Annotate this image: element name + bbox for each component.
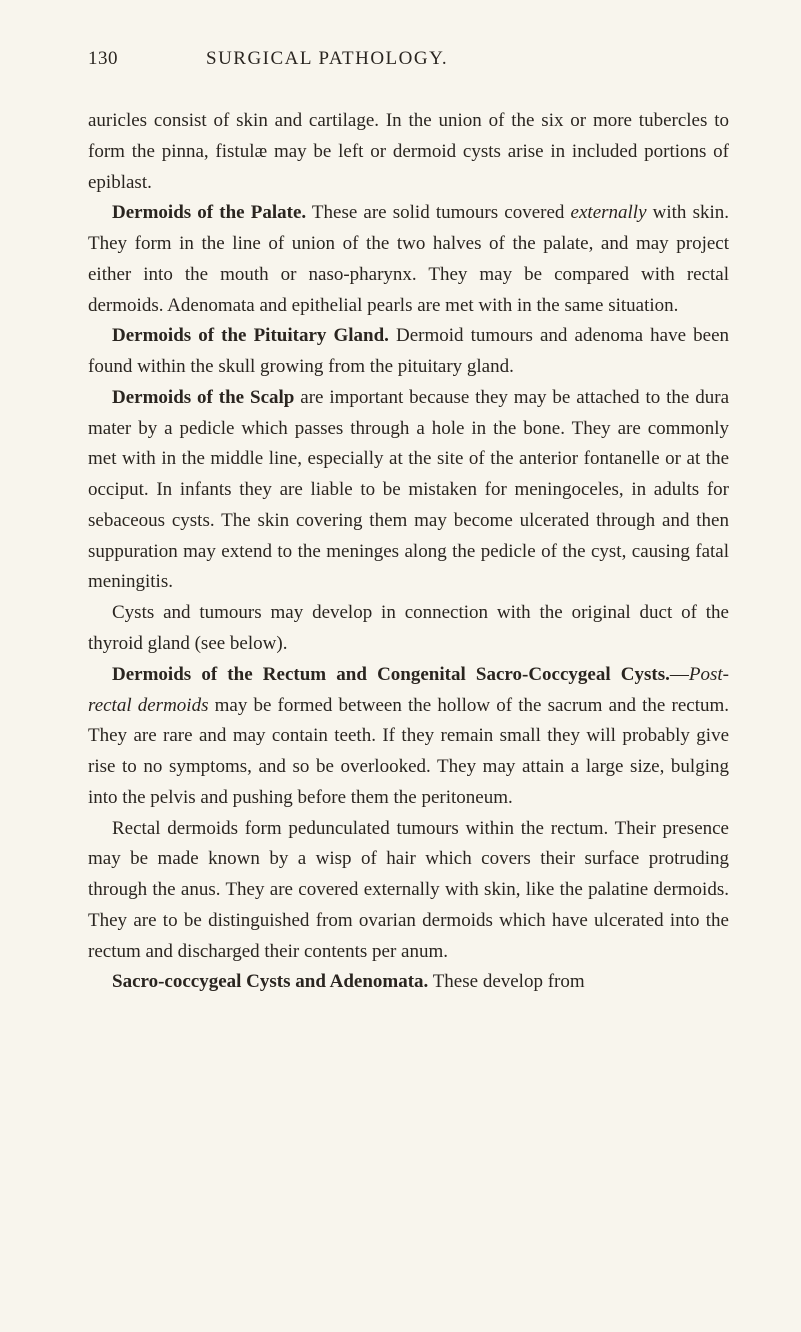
heading-pituitary: Dermoids of the Pituitary Gland. [112, 325, 389, 346]
running-title: SURGICAL PATHOLOGY. [206, 48, 448, 70]
p6-dash: — [670, 664, 689, 685]
paragraph-5: Cysts and tumours may develop in connect… [88, 598, 729, 660]
heading-rectum: Dermoids of the Rectum and Congenital Sa… [112, 664, 670, 685]
p2-italic: externally [571, 202, 647, 223]
paragraph-8: Sacro-coccygeal Cysts and Adenomata. The… [88, 967, 729, 998]
paragraph-2: Dermoids of the Palate. These are solid … [88, 198, 729, 321]
page-header: 130 SURGICAL PATHOLOGY. [88, 48, 729, 70]
paragraph-3: Dermoids of the Pituitary Gland. Dermoid… [88, 321, 729, 383]
p2-pre: These are solid tumours covered [306, 202, 570, 223]
paragraph-7: Rectal dermoids form pedunculated tumour… [88, 814, 729, 968]
heading-palate: Dermoids of the Palate. [112, 202, 306, 223]
p4-rest: are important because they may be attach… [88, 387, 729, 593]
body-text: auricles consist of skin and cartilage. … [88, 106, 729, 998]
paragraph-1: auricles consist of skin and cartilage. … [88, 106, 729, 198]
paragraph-6: Dermoids of the Rectum and Congenital Sa… [88, 660, 729, 814]
paragraph-4: Dermoids of the Scalp are important beca… [88, 383, 729, 598]
heading-sacro: Sacro-coccygeal Cysts and Adenomata. [112, 971, 428, 992]
heading-scalp: Dermoids of the Scalp [112, 387, 294, 408]
page-number: 130 [88, 48, 118, 70]
p8-rest: These develop from [428, 971, 584, 992]
